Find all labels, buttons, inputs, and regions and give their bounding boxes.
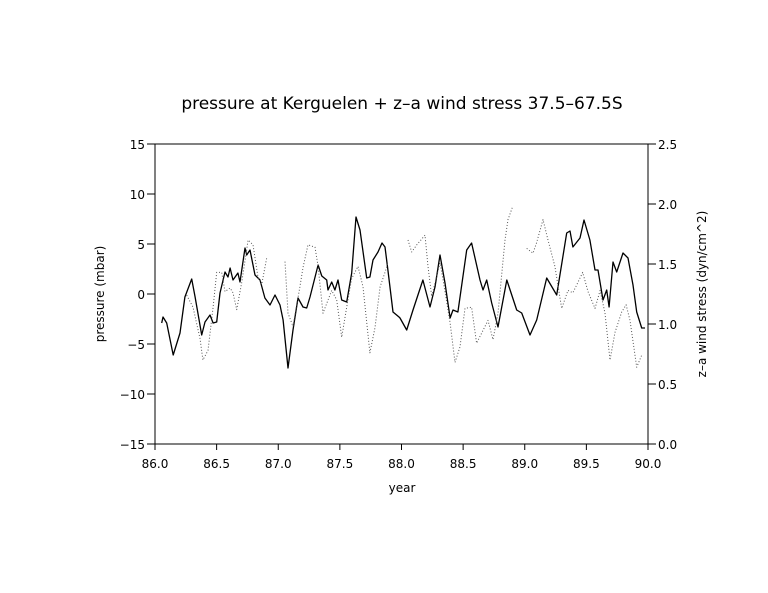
x-tick-label: 86.0 [142,457,169,471]
y-tick-label: 15 [130,138,145,152]
y2-axis-label: z–a wind stress (dyn/cm^2) [695,211,709,378]
x-tick-label: 89.0 [511,457,538,471]
x-tick-label: 86.5 [203,457,230,471]
y-tick-label: 5 [137,238,145,252]
y-tick-label: 0 [137,288,145,302]
y-tick-label: 10 [130,188,145,202]
y-axis-label: pressure (mbar) [93,246,107,343]
x-axis-label: year [389,481,416,495]
y2-tick-label: 2.0 [658,198,677,212]
x-tick-label: 88.0 [388,457,415,471]
y2-tick-label: 0.0 [658,438,677,452]
x-tick-label: 87.5 [327,457,354,471]
y2-tick-label: 1.5 [658,258,677,272]
x-tick-label: 90.0 [635,457,662,471]
chart-title: pressure at Kerguelen + z–a wind stress … [181,94,622,114]
y-tick-label: −5 [127,338,145,352]
y2-tick-label: 0.5 [658,378,677,392]
x-tick-label: 88.5 [450,457,477,471]
y2-tick-label: 1.0 [658,318,677,332]
wind-stress-series-line [186,206,643,368]
y-tick-label: −10 [120,388,145,402]
x-tick-label: 89.5 [573,457,600,471]
pressure-series-line [161,216,645,369]
x-tick-label: 87.0 [265,457,292,471]
y2-tick-label: 2.5 [658,138,677,152]
y-tick-label: −15 [120,438,145,452]
plot-frame [154,143,649,445]
